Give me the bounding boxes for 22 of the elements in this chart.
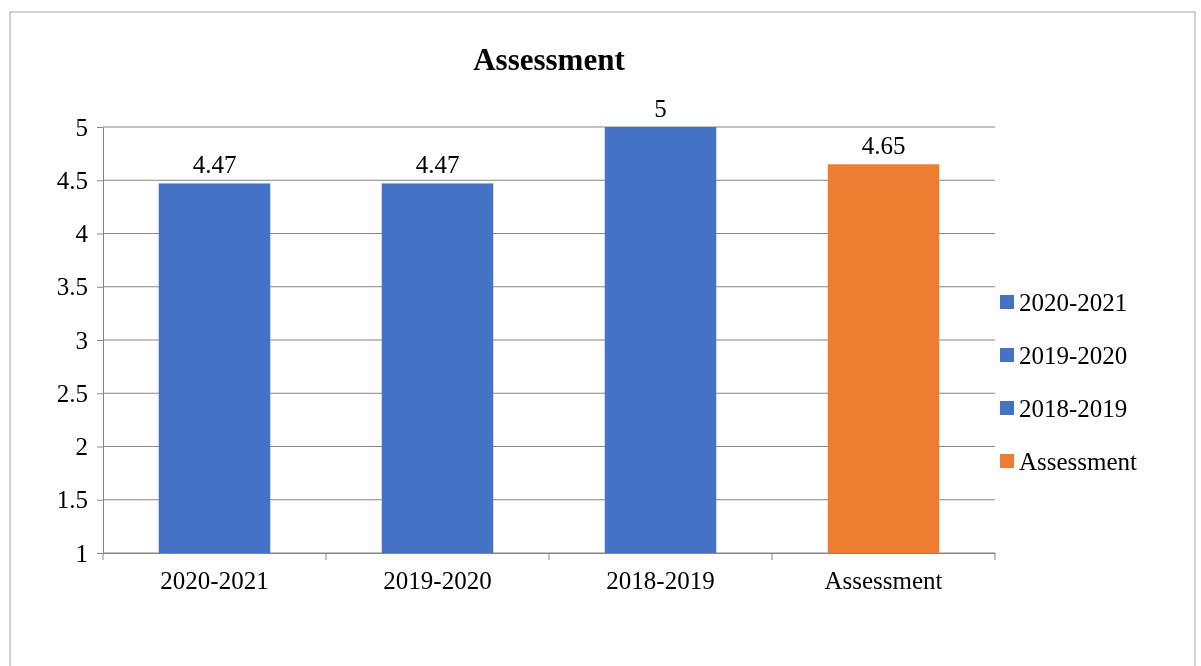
legend-label: 2018-2019 <box>1019 395 1128 422</box>
data-label: 4.47 <box>415 151 460 179</box>
data-label: 4.47 <box>192 151 237 179</box>
y-tick-label: 5 <box>75 113 88 141</box>
x-tick-label: 2019-2020 <box>383 566 492 594</box>
y-tick-label: 3 <box>75 326 88 354</box>
y-tick-label: 1 <box>75 539 88 567</box>
y-tick-label: 1.5 <box>56 486 88 514</box>
y-tick-label: 4 <box>75 220 89 247</box>
y-tick-label: 2 <box>75 433 88 460</box>
x-tick-label: Assessment <box>824 566 943 594</box>
legend-label: 2020-2021 <box>1019 289 1128 316</box>
y-tick-label: 3.5 <box>56 273 88 301</box>
x-tick-label: 2020-2021 <box>160 566 269 594</box>
data-label: 5 <box>654 95 667 122</box>
x-tick-label: 2018-2019 <box>606 566 715 594</box>
chart-title: Assessment <box>473 42 626 77</box>
data-label: 4.65 <box>861 132 906 160</box>
legend-label: 2019-2020 <box>1019 342 1128 369</box>
y-tick-label: 4.5 <box>56 166 88 194</box>
y-tick-label: 2.5 <box>56 379 88 407</box>
legend-label: Assessment <box>1019 448 1138 475</box>
